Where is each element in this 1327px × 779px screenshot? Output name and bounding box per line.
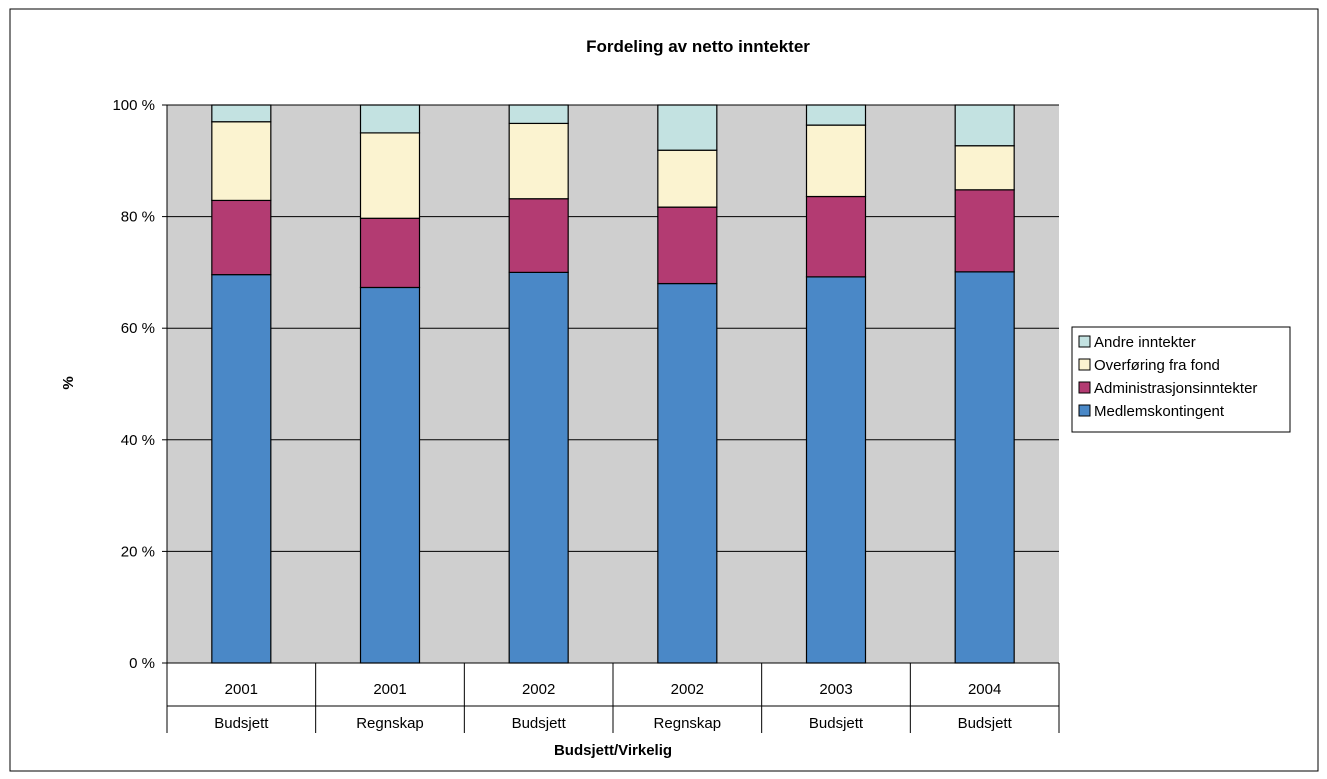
x-category-kind-label: Budsjett [958, 715, 1013, 732]
bar-segment [805, 104, 867, 126]
legend-box [1071, 326, 1291, 433]
legend-label: Overføring fra fond [1094, 357, 1220, 374]
legend-swatch [1078, 404, 1091, 417]
x-category-year-label: 2001 [373, 681, 406, 698]
legend-label: Administrasjonsinntekter [1094, 380, 1257, 397]
bar-segment [508, 271, 569, 664]
bar-segment [657, 104, 718, 151]
legend-label: Andre inntekter [1094, 334, 1196, 351]
bar-segment [657, 282, 718, 664]
legend-label: Medlemskontingent [1094, 403, 1225, 420]
x-axis-title: Budsjett/Virkelig [554, 742, 672, 759]
y-tick-label: 40 % [121, 432, 155, 449]
bar-segment [954, 189, 1015, 273]
legend-swatch [1078, 335, 1091, 348]
bar-segment [805, 195, 867, 278]
legend-swatch [1078, 381, 1091, 394]
x-category-year-label: 2002 [671, 681, 704, 698]
bar-segment [211, 121, 272, 202]
y-tick-label: 0 % [129, 655, 155, 672]
x-category-kind-label: Regnskap [654, 715, 722, 732]
plot-background [167, 105, 1059, 663]
bar-segment [657, 206, 718, 285]
x-category-year-label: 2004 [968, 681, 1001, 698]
y-tick-label: 80 % [121, 209, 155, 226]
bar-segment [508, 104, 569, 125]
y-tick-label: 100 % [112, 97, 155, 114]
bar-segment [359, 286, 421, 664]
x-category-kind-label: Regnskap [356, 715, 424, 732]
x-category-kind-label: Budsjett [214, 715, 269, 732]
y-axis-title: % [60, 376, 77, 389]
plot-area: 0 % 20 % 40 % 60 % 80 % 100 % 2001 Budsjett 2001… [112, 97, 1060, 733]
x-category-year-label: 2003 [819, 681, 852, 698]
x-category-kind-label: Budsjett [809, 715, 864, 732]
bar-segment [359, 217, 421, 289]
bar-segment [657, 149, 718, 208]
x-category-year-label: 2001 [225, 681, 258, 698]
bar-segment [508, 122, 569, 200]
y-tick-label: 60 % [121, 320, 155, 337]
x-category-kind-label: Budsjett [512, 715, 567, 732]
bar-segment [954, 104, 1015, 147]
bar-segment [508, 198, 569, 274]
bar-segment [954, 271, 1015, 664]
bar-segment [805, 276, 867, 664]
bar-segment [805, 124, 867, 198]
bar-segment [359, 132, 421, 219]
legend: Andre inntekter Overføring fra fond Admini… [1071, 326, 1291, 433]
y-tick-label: 20 % [121, 543, 155, 560]
chart-title: Fordeling av netto inntekter [586, 37, 810, 56]
bar-segment [359, 104, 421, 134]
bar-segment [211, 199, 272, 276]
bar-segment [954, 145, 1015, 191]
legend-swatch [1078, 358, 1091, 371]
bar-segment [211, 274, 272, 664]
x-category-year-label: 2002 [522, 681, 555, 698]
bar-segment [211, 104, 272, 123]
